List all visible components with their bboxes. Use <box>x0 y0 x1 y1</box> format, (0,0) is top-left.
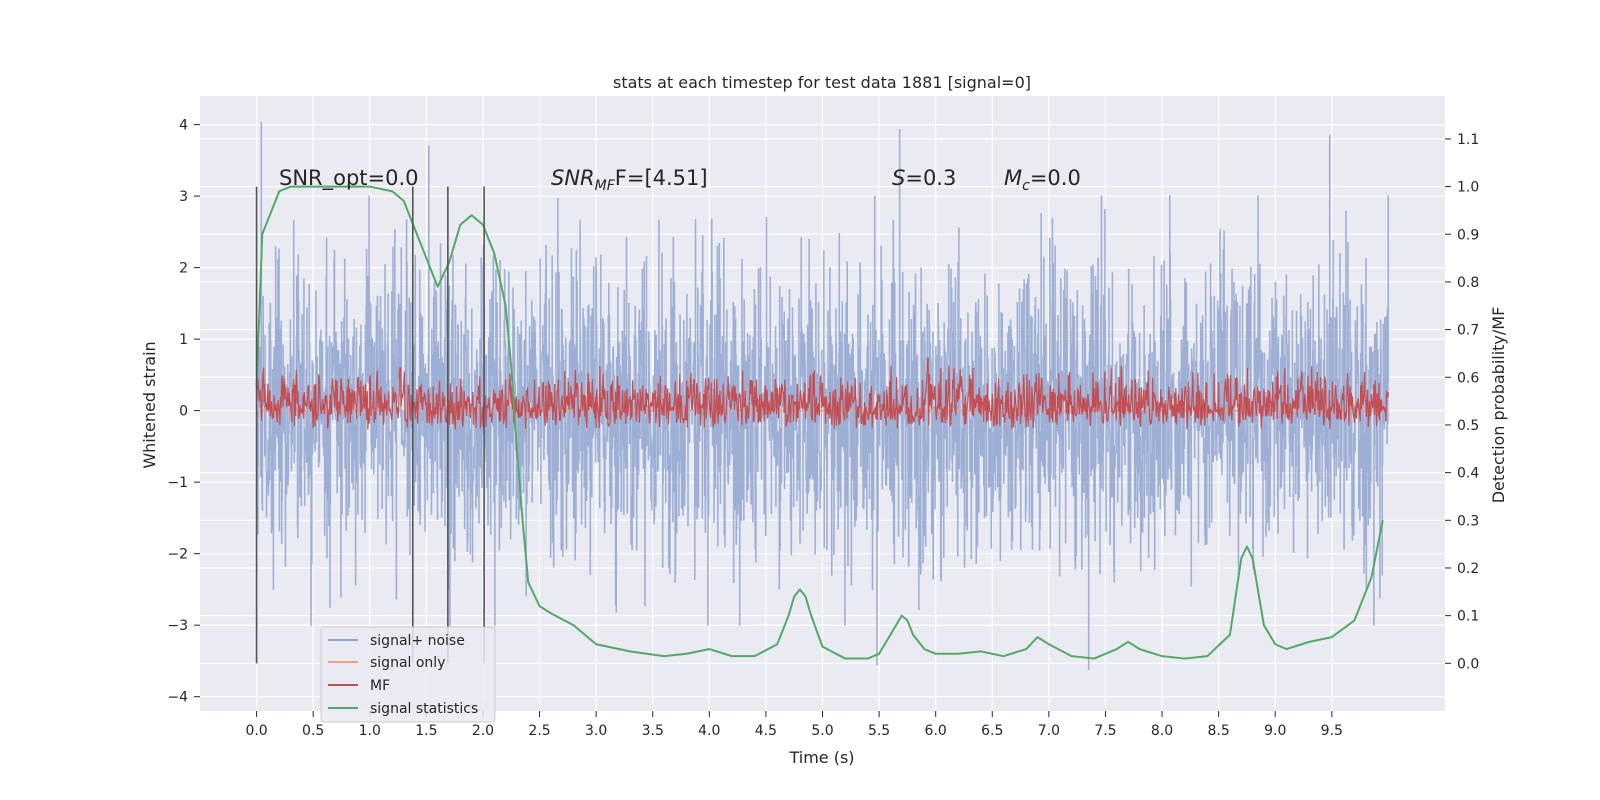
series-mf <box>255 357 1390 430</box>
y-right-tick-label: 0.4 <box>1457 466 1479 482</box>
x-axis-label: Time (s) <box>788 748 854 767</box>
series-signal-statistics <box>255 185 1384 660</box>
x-tick-label: 6.5 <box>981 723 1003 739</box>
y-left-tick-label: −1 <box>167 475 188 491</box>
x-tick-label: 6.0 <box>925 723 947 739</box>
y-axis-right-label: Detection probability/MF <box>1489 307 1508 504</box>
x-tick-label: 2.5 <box>528 723 550 739</box>
legend-entry-mf: MF <box>328 678 390 694</box>
annotation-s: S=0.3 <box>892 166 956 190</box>
y-left-tick-label: −2 <box>167 547 188 563</box>
x-tick-label: 9.5 <box>1321 723 1343 739</box>
y-left-tick-label: −4 <box>167 690 188 706</box>
y-right-tick-label: 0.9 <box>1457 227 1479 243</box>
y-right-tick-label: 0.8 <box>1457 275 1479 291</box>
y-right-tick-label: 0.0 <box>1457 656 1479 672</box>
y-axis-right-ticks: 1.1 1.0 0.9 0.8 0.7 0.6 0.5 0.4 0.3 0.2 0.1 0.0 <box>1445 132 1479 672</box>
annotation-mc-sub: c <box>1022 178 1030 194</box>
y-right-tick-label: 0.3 <box>1457 513 1479 529</box>
legend-entry-signal-statistics: signal statistics <box>328 701 478 717</box>
y-left-tick-label: −3 <box>167 618 188 634</box>
x-tick-label: 8.0 <box>1151 723 1173 739</box>
y-right-tick-label: 0.6 <box>1457 370 1479 386</box>
y-left-tick-label: 4 <box>179 118 188 134</box>
annotation-snr-mf-base: SNR <box>551 166 595 190</box>
legend-label-signal-only: signal only <box>370 655 445 671</box>
annotation-s-base: S <box>892 166 905 190</box>
y-left-tick-label: 2 <box>179 261 188 277</box>
annotation-mc-base: M <box>1004 166 1022 190</box>
legend-label-signal-statistics: signal statistics <box>370 701 478 717</box>
y-right-tick-label: 0.7 <box>1457 323 1479 339</box>
annotation-snr-mf: SNRMFF=[4.51] <box>551 166 708 194</box>
y-left-tick-label: 1 <box>179 332 188 348</box>
legend-entry-signal-only: signal only <box>328 655 445 671</box>
y-right-tick-label: 1.0 <box>1457 180 1479 196</box>
x-tick-label: 7.0 <box>1038 723 1060 739</box>
y-axis-left-label: Whitened strain <box>140 341 159 468</box>
y-right-tick-label: 0.1 <box>1457 609 1479 625</box>
y-axis-left-ticks: 4 3 2 1 0 −1 −2 −3 −4 <box>167 118 200 706</box>
annotation-snr-opt: SNR_opt=0.0 <box>279 166 419 191</box>
x-tick-label: 2.0 <box>472 723 494 739</box>
vertical-markers <box>255 186 485 664</box>
annotation-mc-rest: =0.0 <box>1030 166 1081 190</box>
annotation-s-rest: =0.3 <box>905 166 956 190</box>
x-tick-label: 7.5 <box>1094 723 1116 739</box>
y-right-tick-label: 0.2 <box>1457 561 1479 577</box>
x-tick-label: 4.0 <box>698 723 720 739</box>
x-tick-label: 5.0 <box>811 723 833 739</box>
chart-title: stats at each timestep for test data 188… <box>613 73 1031 92</box>
x-tick-label: 9.0 <box>1264 723 1286 739</box>
x-tick-label: 5.5 <box>868 723 890 739</box>
legend-label-signal-noise: signal+ noise <box>370 633 465 649</box>
legend-entry-signal-noise: signal+ noise <box>328 633 465 649</box>
x-tick-label: 8.5 <box>1208 723 1230 739</box>
annotations: SNR_opt=0.0 SNRMFF=[4.51] S=0.3 Mc=0.0 <box>279 166 1081 194</box>
legend-label-mf: MF <box>370 678 390 694</box>
y-right-tick-label: 0.5 <box>1457 418 1479 434</box>
x-tick-label: 1.0 <box>359 723 381 739</box>
annotation-snr-mf-sub: MF <box>595 178 616 194</box>
x-tick-label: 0.0 <box>245 723 267 739</box>
x-axis-ticks: 0.0 0.5 1.0 1.5 2.0 2.5 3.0 3.5 4.0 4.5 5.0 5.5 6.0 6… <box>245 711 1343 739</box>
y-left-tick-label: 0 <box>179 404 188 420</box>
y-left-tick-label: 3 <box>179 189 188 205</box>
legend-box <box>320 626 496 723</box>
legend: signal+ noise signal only MF signal stat… <box>320 626 496 723</box>
x-tick-label: 4.5 <box>755 723 777 739</box>
annotation-snr-mf-rest: F=[4.51] <box>615 166 708 190</box>
y-right-tick-label: 1.1 <box>1457 132 1479 148</box>
x-tick-label: 3.0 <box>585 723 607 739</box>
series-layer <box>255 121 1390 671</box>
x-tick-label: 1.5 <box>415 723 437 739</box>
x-tick-label: 3.5 <box>642 723 664 739</box>
annotation-mc: Mc=0.0 <box>1004 166 1081 194</box>
x-tick-label: 0.5 <box>302 723 324 739</box>
